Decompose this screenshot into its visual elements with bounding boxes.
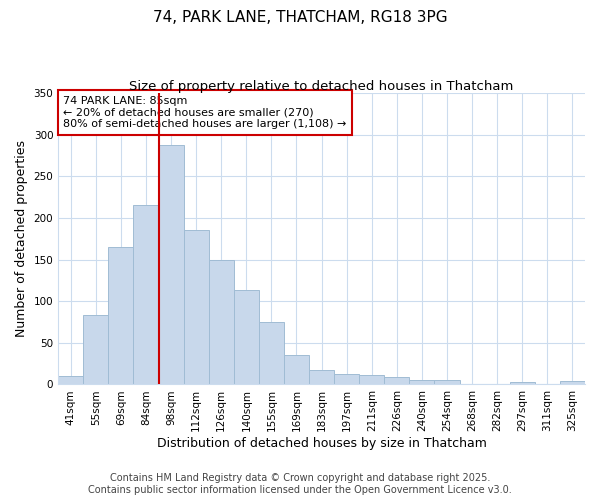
Bar — [234, 290, 259, 384]
Bar — [284, 356, 309, 384]
Bar — [560, 381, 585, 384]
Bar — [510, 382, 535, 384]
Bar — [133, 206, 158, 384]
Bar — [158, 144, 184, 384]
Bar — [334, 374, 359, 384]
Bar — [309, 370, 334, 384]
Bar — [209, 260, 234, 384]
Bar — [83, 314, 109, 384]
Bar — [409, 380, 434, 384]
Bar — [109, 247, 133, 384]
Bar — [359, 376, 385, 384]
Text: 74, PARK LANE, THATCHAM, RG18 3PG: 74, PARK LANE, THATCHAM, RG18 3PG — [152, 10, 448, 25]
Bar — [385, 377, 409, 384]
Text: Contains HM Land Registry data © Crown copyright and database right 2025.
Contai: Contains HM Land Registry data © Crown c… — [88, 474, 512, 495]
Text: 74 PARK LANE: 85sqm
← 20% of detached houses are smaller (270)
80% of semi-detac: 74 PARK LANE: 85sqm ← 20% of detached ho… — [64, 96, 347, 129]
Bar — [58, 376, 83, 384]
Y-axis label: Number of detached properties: Number of detached properties — [15, 140, 28, 337]
Bar — [434, 380, 460, 384]
Bar — [184, 230, 209, 384]
Title: Size of property relative to detached houses in Thatcham: Size of property relative to detached ho… — [130, 80, 514, 93]
X-axis label: Distribution of detached houses by size in Thatcham: Distribution of detached houses by size … — [157, 437, 487, 450]
Bar — [259, 322, 284, 384]
